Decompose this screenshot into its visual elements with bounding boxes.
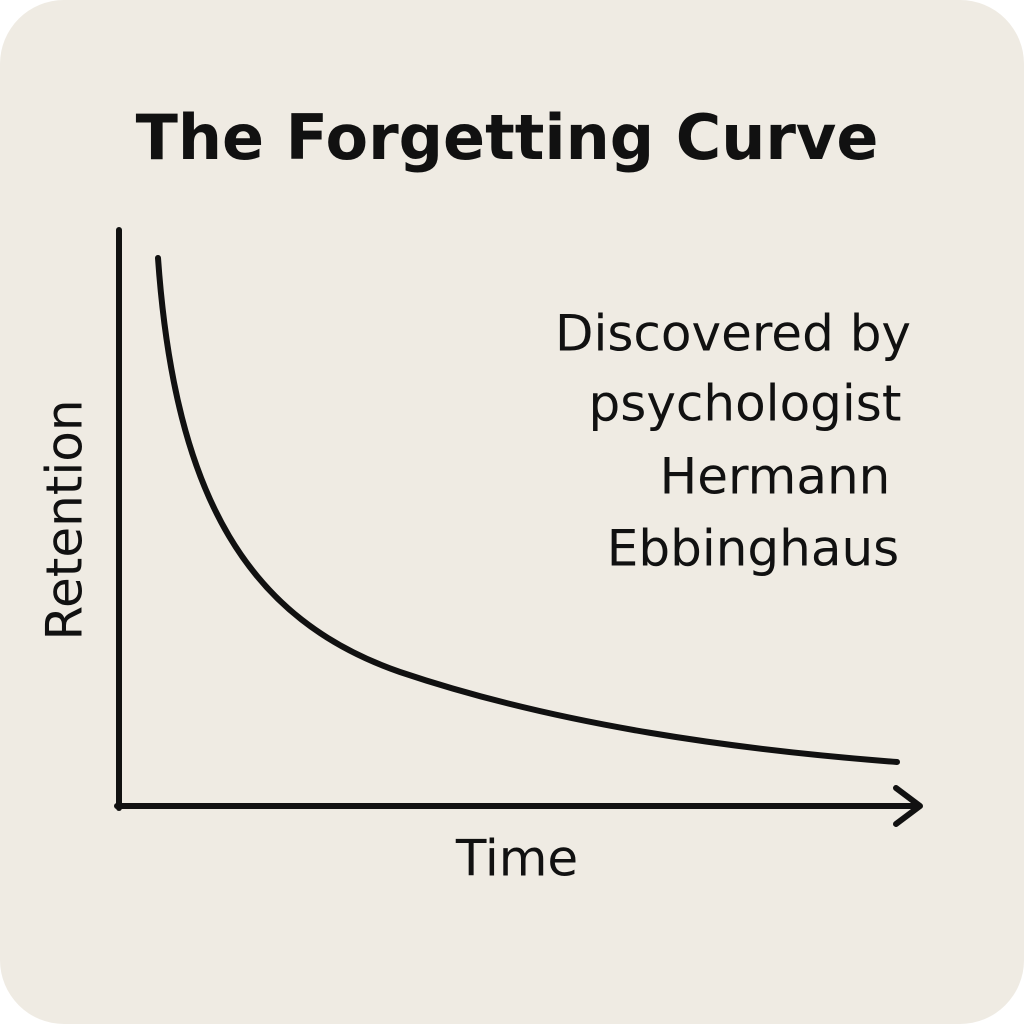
forgetting-curve [155, 255, 900, 765]
x-axis-arrow [893, 785, 923, 827]
annotation-line: Ebbinghaus [607, 520, 899, 578]
x-axis-label: Time [455, 830, 578, 888]
annotation-line: Hermann [660, 448, 891, 506]
y-axis-label: Retention [36, 399, 94, 640]
annotation-line: Discovered by [555, 305, 911, 363]
title: The Forgetting Curve [136, 101, 879, 174]
annotation-line: psychologist [589, 375, 902, 433]
